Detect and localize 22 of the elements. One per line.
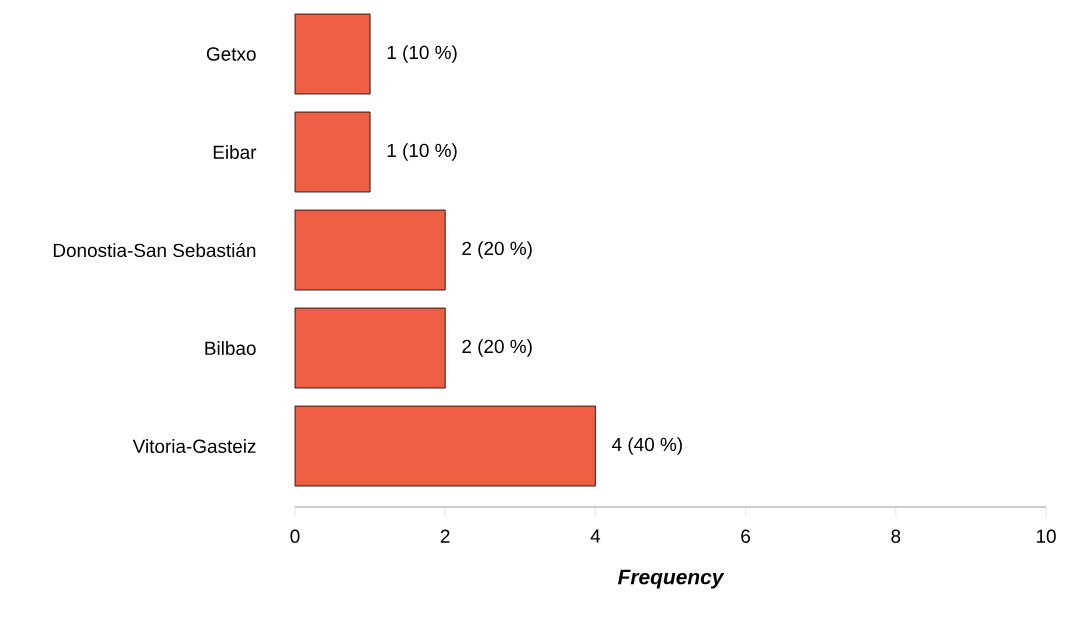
x-tick-label: 4 <box>590 529 601 543</box>
y-tick-label: Bilbao <box>205 341 256 355</box>
y-tick-label: Eibar <box>213 145 257 159</box>
bar <box>294 13 371 95</box>
bar <box>294 209 446 291</box>
y-tick-label: Vitoria-Gasteiz <box>132 439 256 453</box>
x-tick-label: 8 <box>891 529 901 543</box>
bar <box>294 111 371 193</box>
data-label: 1 (10 %) <box>387 143 457 161</box>
x-tick-label: 10 <box>1036 529 1056 543</box>
x-tick-label: 6 <box>741 529 751 543</box>
x-tick-label: 0 <box>290 529 300 543</box>
x-axis-title: Frequency <box>617 569 725 589</box>
bar <box>294 405 596 487</box>
bar <box>294 307 446 389</box>
data-label: 2 (20 %) <box>462 339 532 357</box>
y-tick-label: Donostia-San Sebastián <box>53 242 256 258</box>
data-label: 2 (20 %) <box>462 241 532 259</box>
data-label: 1 (10 %) <box>387 45 457 63</box>
x-tick-label: 2 <box>440 529 450 543</box>
data-label: 4 (40 %) <box>612 437 682 455</box>
y-tick-label: Getxo <box>206 47 256 61</box>
